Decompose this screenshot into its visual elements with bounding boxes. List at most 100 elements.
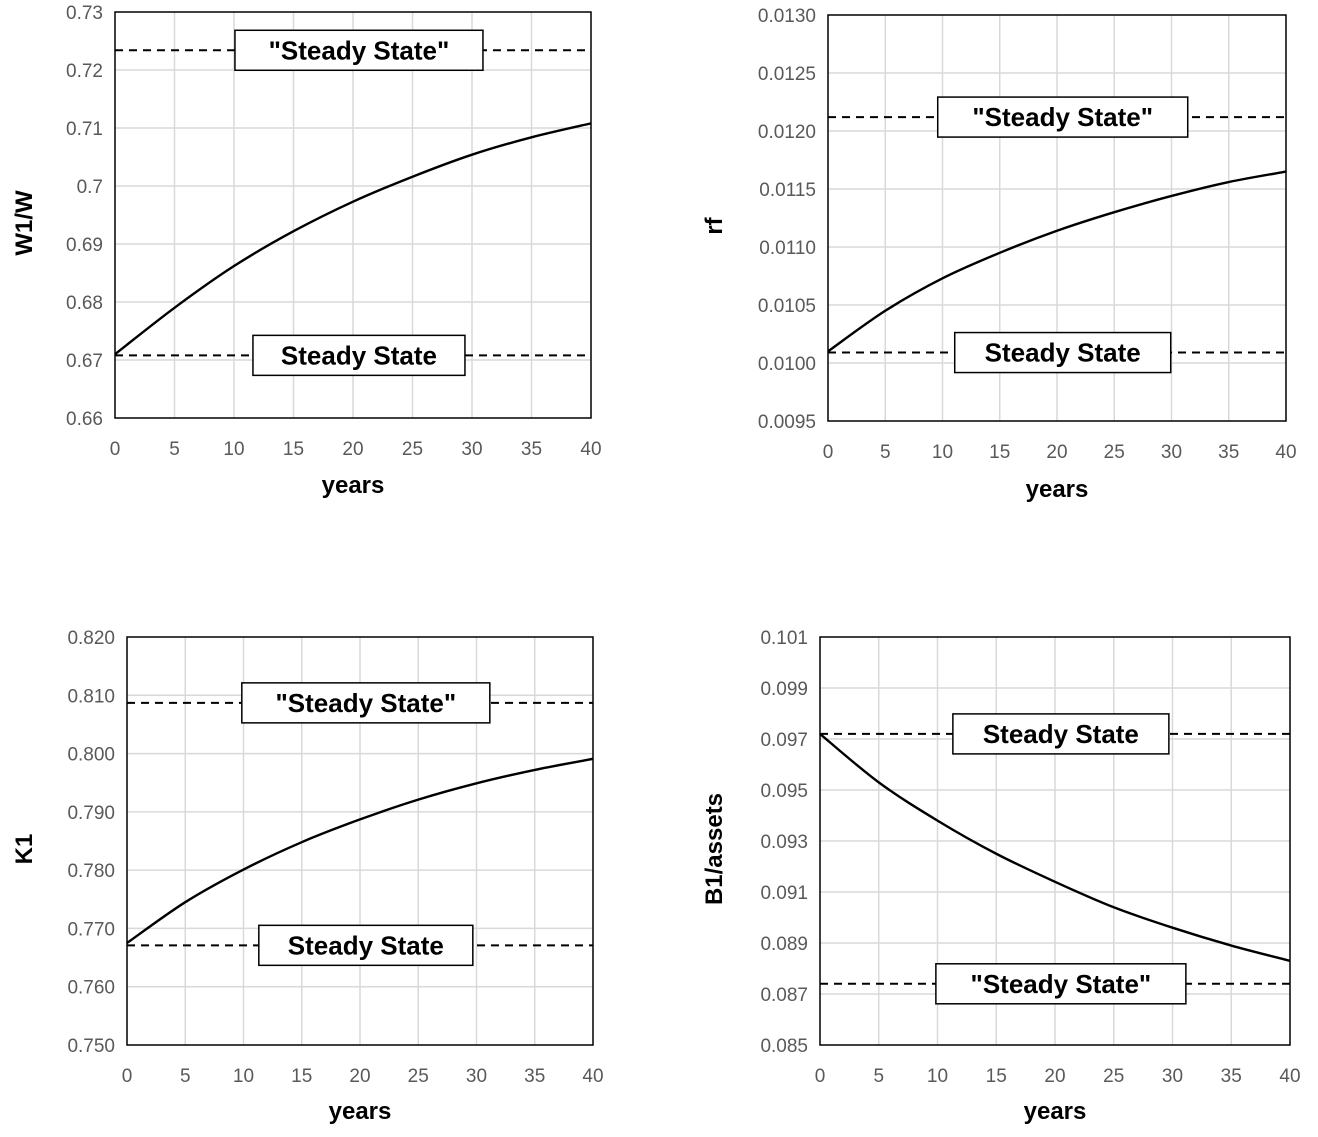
x-tick-label: 35 [1221,1066,1242,1087]
y-tick-label: 0.085 [760,1036,808,1057]
x-tick-label: 5 [180,1066,191,1087]
chart-panel-2: 0.0095 0.0100 0.0105 0.0110 0.0115 0.0120 0.01… [701,6,1297,503]
y-tick-label: 0.69 [66,235,103,256]
steady-state-label: Steady State [288,930,444,960]
y-tick-label: 0.780 [67,861,115,882]
steady-state-label-box [241,682,491,724]
x-tick-label: 25 [408,1066,429,1087]
x-tick-label: 10 [223,439,244,460]
steady-state-label: "Steady State" [269,35,450,65]
x-tick-label: 20 [1046,442,1067,463]
series-line [126,757,594,944]
y-tick-label: 0.72 [66,61,103,82]
y-tick-label: 0.68 [66,293,103,314]
x-tick-label: 0 [815,1066,826,1087]
x-tick-label: 0 [110,439,121,460]
steady-state-label-box [935,963,1187,1005]
y-tick-label: 0.097 [760,730,808,751]
steady-state-label-box [234,29,484,72]
x-tick-label: 5 [169,439,180,460]
x-tick-label: 15 [986,1066,1007,1087]
x-tick-label: 20 [349,1066,370,1087]
y-tick-label: 0.0095 [758,412,816,433]
y-axis-title: K1 [11,834,38,865]
x-tick-label: 5 [880,442,891,463]
y-tick-label: 0.095 [760,781,808,802]
x-tick-label: 40 [1275,442,1296,463]
x-tick-label: 10 [233,1066,254,1087]
x-tick-label: 30 [1161,442,1182,463]
x-axis-title: years [329,1098,392,1125]
y-tick-label: 0.087 [760,985,808,1006]
x-tick-label: 25 [1103,1066,1124,1087]
x-tick-label: 40 [1279,1066,1300,1087]
y-tick-label: 0.0125 [758,64,816,85]
y-axis-title: B1/assets [701,793,728,905]
x-tick-label: 25 [1104,442,1125,463]
steady-state-label: "Steady State" [971,969,1152,999]
y-tick-label: 0.760 [67,978,115,999]
steady-state-label-box [258,924,474,967]
steady-state-label: Steady State [281,340,437,370]
steady-state-label-box [936,96,1189,138]
y-tick-label: 0.0100 [758,354,816,375]
x-tick-label: 15 [283,439,304,460]
plot-frame [819,636,1291,1046]
x-tick-label: 5 [873,1066,884,1087]
x-tick-label: 40 [580,439,601,460]
y-tick-label: 0.0105 [758,296,816,317]
steady-state-label-box [252,334,466,377]
plot-frame [126,636,594,1046]
x-tick-label: 30 [1162,1066,1183,1087]
y-tick-label: 0.093 [760,832,808,853]
chart-panel-3: 0.750 0.760 0.770 0.780 0.790 0.800 0.810 0.820… [11,628,604,1125]
y-tick-label: 0.67 [66,351,103,372]
y-tick-label: 0.810 [67,686,115,707]
y-tick-label: 0.66 [66,409,103,430]
x-tick-label: 30 [466,1066,487,1087]
y-tick-label: 0.790 [67,803,115,824]
x-tick-label: 35 [521,439,542,460]
y-tick-label: 0.73 [66,3,103,24]
x-axis-title: years [322,472,385,499]
y-tick-label: 0.099 [760,679,808,700]
y-tick-label: 0.091 [760,883,808,904]
x-tick-label: 30 [461,439,482,460]
series-line [114,122,592,356]
x-tick-label: 35 [524,1066,545,1087]
y-tick-label: 0.7 [77,177,103,198]
x-tick-label: 25 [402,439,423,460]
y-tick-label: 0.770 [67,919,115,940]
steady-state-label-box [953,331,1172,374]
plot-frame [827,14,1287,422]
x-tick-label: 15 [989,442,1010,463]
x-tick-label: 40 [582,1066,603,1087]
x-tick-label: 15 [291,1066,312,1087]
chart-panel-4: 0.085 0.087 0.089 0.091 0.093 0.095 0.097 0.099… [701,628,1301,1125]
y-axis-title: W1/W [11,190,38,256]
y-tick-label: 0.750 [67,1036,115,1057]
steady-state-label: "Steady State" [972,102,1153,132]
x-tick-label: 0 [122,1066,133,1087]
chart-panel-1: 0.66 0.67 0.68 0.69 0.7 0.71 0.72 0.73 0 5 10 15 20 2… [11,3,602,499]
y-tick-label: 0.71 [66,119,103,140]
y-tick-label: 0.0130 [758,6,816,27]
x-tick-label: 0 [823,442,834,463]
y-tick-label: 0.089 [760,934,808,955]
x-axis-title: years [1026,476,1089,503]
y-axis-title: rf [701,216,728,234]
steady-state-label: Steady State [985,338,1141,368]
x-tick-label: 35 [1218,442,1239,463]
steady-state-label: "Steady State" [275,688,456,718]
x-axis-title: years [1024,1098,1087,1125]
series-line [827,170,1287,353]
x-tick-label: 20 [1044,1066,1065,1087]
x-tick-label: 10 [927,1066,948,1087]
y-tick-label: 0.0120 [758,122,816,143]
steady-state-label: Steady State [983,719,1139,749]
x-tick-label: 10 [932,442,953,463]
y-tick-label: 0.101 [760,628,808,649]
y-tick-label: 0.820 [67,628,115,649]
x-tick-label: 20 [342,439,363,460]
y-tick-label: 0.0110 [759,238,816,259]
